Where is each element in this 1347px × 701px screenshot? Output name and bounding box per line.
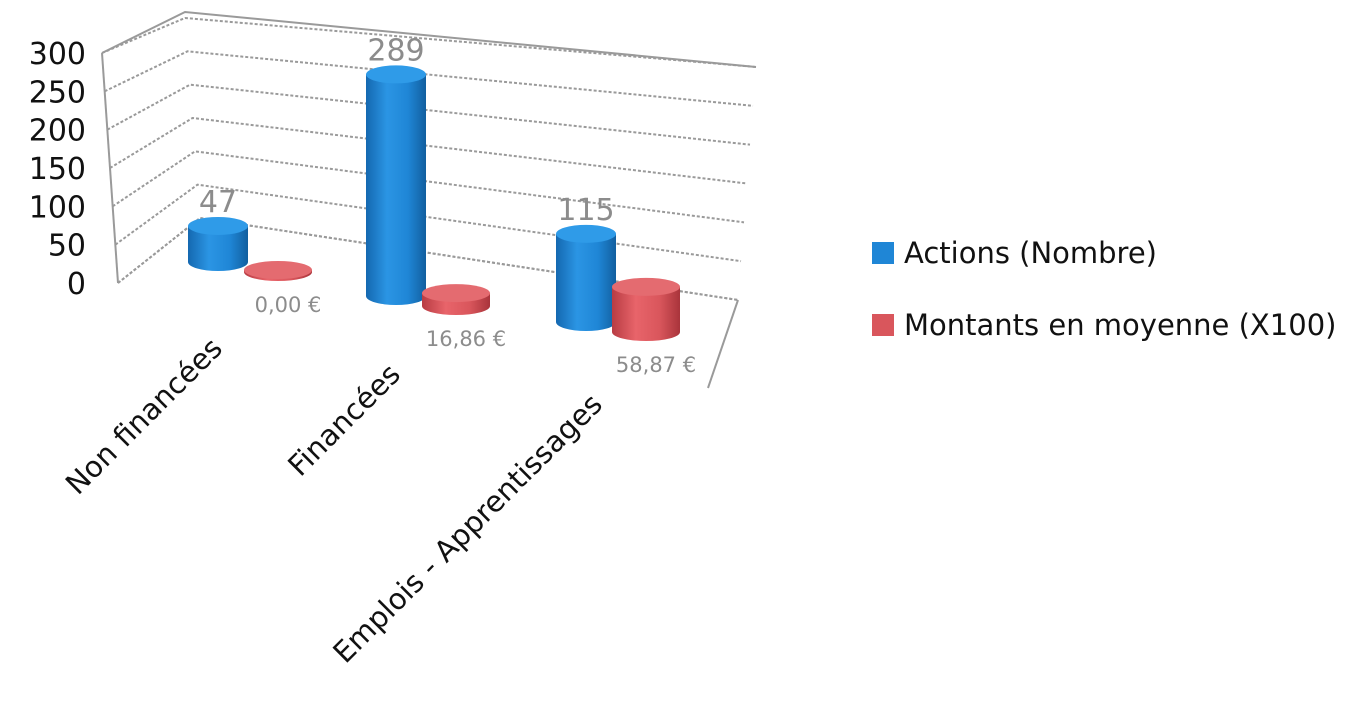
data-label-montants: 58,87 € [616,353,696,377]
cylinder-body [556,233,616,331]
y-tick-label: 200 [29,114,86,149]
y-tick-label: 100 [29,190,86,225]
gridline [101,16,757,68]
bar-montants-2 [612,277,680,341]
y-tick-label: 50 [48,229,86,264]
category-label: Non financées [59,331,229,501]
legend-swatch-montants [872,314,894,336]
cylinder-top [612,277,680,296]
legend-label-montants: Montants en moyenne (X100) [904,308,1336,342]
gridline [104,50,754,107]
legend-label-actions: Actions (Nombre) [904,236,1157,270]
bar-montants-1 [422,284,490,315]
data-label-montants: 16,86 € [426,327,506,351]
data-label-actions: 289 [367,33,424,68]
bar-actions-0 [188,216,248,271]
cylinder-body [612,286,680,341]
y-tick-label: 150 [29,152,86,187]
bar-actions-2 [556,224,616,331]
category-label: Financées [281,357,407,483]
cylinder-top [188,216,248,235]
cylinder-top [244,261,312,279]
gridline [109,116,748,185]
cylinder-body [366,74,426,305]
data-label-montants: 0,00 € [255,293,322,317]
data-label-actions: 115 [557,193,614,228]
cylinder-body [188,225,248,271]
cylinder-top [556,224,616,243]
data-label-actions: 47 [199,185,237,220]
category-label: Emplois - Apprentissages [326,387,609,670]
data-labels: 47 0,00 € 289 16,86 € 115 58,87 € [199,33,696,377]
cylinder-top [422,284,490,303]
legend: Actions (Nombre) Montants en moyenne (X10… [872,236,1336,342]
cylinder-top [366,65,426,84]
y-tick-label: 300 [29,37,86,72]
y-tick-label: 0 [67,267,86,302]
frame-floor-right [707,299,739,389]
y-tick-label: 250 [29,75,86,110]
plot-area [188,65,680,341]
bar-actions-1 [366,65,426,305]
frame-top-edge [101,10,757,68]
legend-swatch-actions [872,242,894,264]
bar-montants-0 [244,261,312,281]
gridline [106,83,751,146]
